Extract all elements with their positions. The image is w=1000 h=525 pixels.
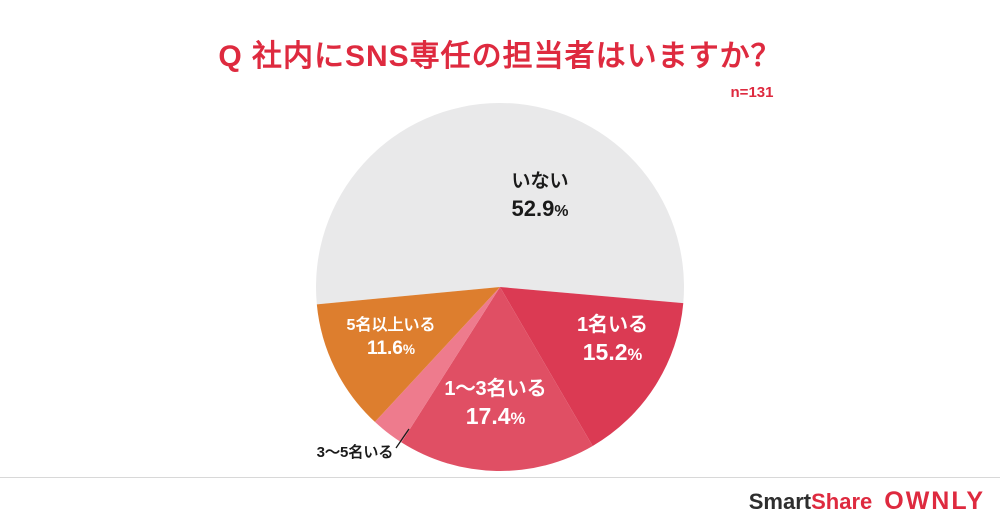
percent-number: 15.2 <box>582 339 628 365</box>
slice-label-one-person: 1名いる 15.2% <box>535 312 690 368</box>
pie-slice-1 <box>500 287 684 446</box>
logo-share-text: Share <box>811 489 873 514</box>
slice-name: いない <box>511 171 569 192</box>
slice-label-three-to-five: 3〜5名いる <box>316 444 394 461</box>
chart-title: Q 社内にSNS専任の担当者はいますか？ <box>218 40 782 73</box>
slice-name: 1名いる <box>576 314 649 336</box>
brand-logo: Smart Share OWNLY <box>749 487 985 516</box>
pie-slice-4 <box>316 287 500 422</box>
percent-number: 11.6 <box>366 337 403 359</box>
slice-percent: 15.2% <box>535 338 690 368</box>
callout-line-three-to-five <box>395 428 410 449</box>
slice-percent: 11.6% <box>328 337 454 362</box>
footer-divider <box>0 477 1000 478</box>
percent-sign: % <box>510 409 526 428</box>
slice-percent: 17.4% <box>413 402 578 432</box>
pie-slice-0 <box>316 102 685 305</box>
pie-slice-2 <box>401 287 593 472</box>
slice-label-none: いない 52.9% <box>450 170 630 223</box>
percent-sign: % <box>627 345 643 364</box>
slice-label-one-to-three: 1〜3名いる 17.4% <box>413 376 578 432</box>
logo-smart-text: Smart <box>748 489 812 514</box>
slice-name: 1〜3名いる <box>444 378 547 400</box>
percent-number: 52.9 <box>511 195 555 221</box>
slice-name: 5名以上いる <box>346 317 436 334</box>
sample-size-label: n=131 <box>730 84 774 101</box>
percent-sign: % <box>402 341 416 357</box>
slice-percent: 52.9% <box>450 195 630 224</box>
percent-sign: % <box>554 202 569 220</box>
percent-number: 17.4 <box>465 403 511 429</box>
slice-label-five-plus: 5名以上いる 11.6% <box>328 316 454 361</box>
pie-slice-3 <box>374 287 500 443</box>
logo-ownly-text: OWNLY <box>884 487 985 515</box>
